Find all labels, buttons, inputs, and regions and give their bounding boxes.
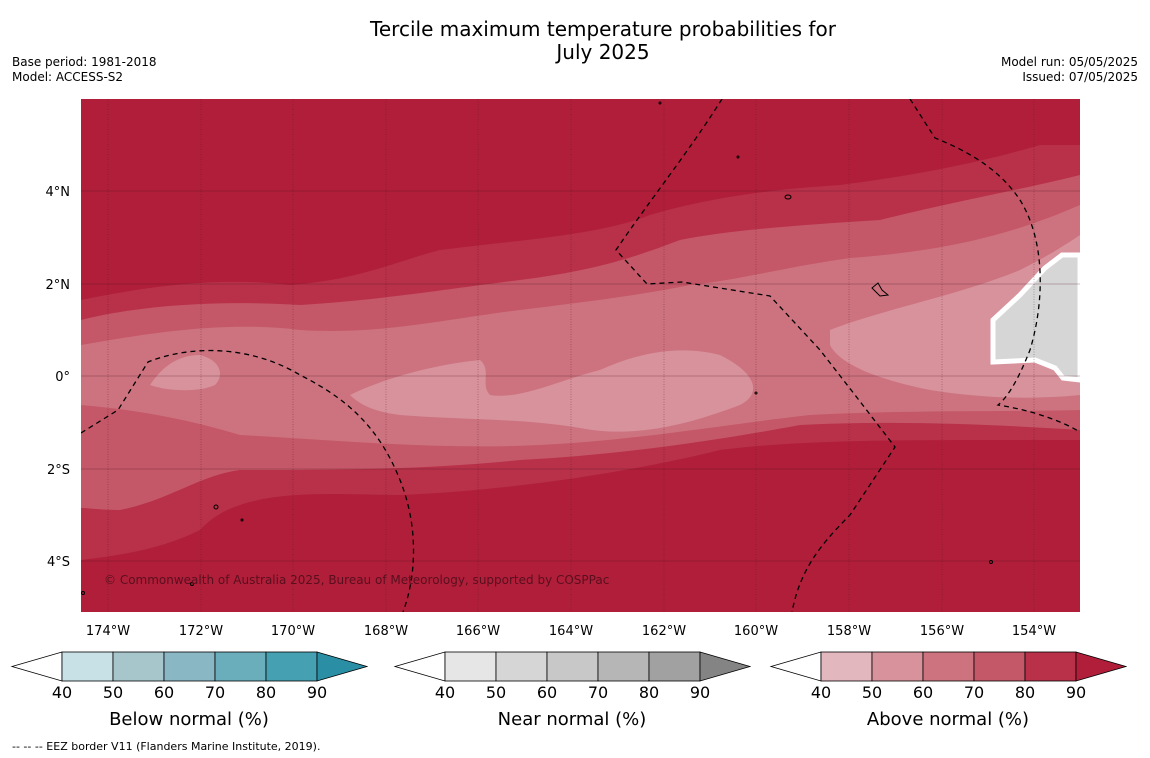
- issued-date: Issued: 07/05/2025: [1022, 70, 1138, 84]
- colorbar-tick-label: 80: [1014, 683, 1036, 702]
- colorbar-tick-label: 60: [536, 683, 558, 702]
- lat-label-4n: 4°N: [46, 185, 71, 200]
- lat-label-4s: 4°S: [47, 555, 70, 570]
- base-period: Base period: 1981-2018: [12, 55, 157, 69]
- colorbar-tick-label: 50: [861, 683, 883, 702]
- colorbar-tick-label: 80: [255, 683, 277, 702]
- colorbar-title: Above normal (%): [866, 709, 1030, 730]
- colorbar-tick-label: 50: [485, 683, 507, 702]
- title-line-2: July 2025: [556, 40, 650, 64]
- colorbar-tick-label: 90: [1065, 683, 1087, 702]
- copyright-text: © Commonwealth of Australia 2025, Bureau…: [104, 573, 609, 587]
- islands: [81, 101, 993, 595]
- colorbar-swatch: [495, 651, 548, 682]
- colorbar-swatch: [265, 651, 318, 682]
- model-name: Model: ACCESS-S2: [12, 70, 124, 84]
- lat-grid: [81, 190, 1080, 562]
- lon-label-160w: 160°W: [734, 624, 778, 639]
- colorbar-extend-high: [316, 651, 368, 682]
- lon-label-168w: 168°W: [364, 624, 408, 639]
- lat-label-0: 0°: [55, 370, 70, 385]
- colorbar-swatch: [1024, 651, 1077, 682]
- colorbar-tick-label: 70: [587, 683, 609, 702]
- meta-right: Model run: 05/05/2025 Issued: 07/05/2025: [1001, 55, 1138, 85]
- colorbar-tick-label: 90: [306, 683, 328, 702]
- colorbar-swatch: [112, 651, 165, 682]
- band-50-center: [350, 350, 754, 432]
- colorbar-below-normal: 40 50 60 70 80 90 Below normal (%): [10, 650, 368, 740]
- colorbar-tick-label: 40: [810, 683, 832, 702]
- lon-label-162w: 162°W: [642, 624, 686, 639]
- colorbar-title: Below normal (%): [109, 709, 269, 730]
- colorbar-tick-label: 40: [434, 683, 456, 702]
- colorbar-extend-high: [1075, 651, 1127, 682]
- lon-label-158w: 158°W: [827, 624, 871, 639]
- colorbar-tick-label: 60: [912, 683, 934, 702]
- colorbar-tick-label: 50: [102, 683, 124, 702]
- colorbar-swatch: [973, 651, 1026, 682]
- title-line-1: Tercile maximum temperature probabilitie…: [370, 17, 836, 41]
- colorbar-swatch: [648, 651, 701, 682]
- colorbar-swatch: [820, 651, 873, 682]
- colorbar-swatches: [393, 651, 751, 682]
- near-normal-patch: [990, 252, 1080, 383]
- colorbar-extend-high: [699, 651, 751, 682]
- colorbar-swatch: [922, 651, 975, 682]
- band-80-south: [81, 440, 1080, 612]
- band-60: [81, 205, 1080, 447]
- colorbar-title: Near normal (%): [497, 709, 647, 730]
- colorbar-swatch: [163, 651, 216, 682]
- colorbar-swatch: [597, 651, 650, 682]
- colorbar-extend-low: [769, 651, 822, 682]
- lon-label-156w: 156°W: [920, 624, 964, 639]
- model-run: Model run: 05/05/2025: [1000, 55, 1138, 69]
- chart-title: Tercile maximum temperature probabilitie…: [0, 18, 1150, 64]
- meta-left: Base period: 1981-2018 Model: ACCESS-S2: [12, 55, 157, 85]
- colorbar-above-normal: 40 50 60 70 80 90 Above normal (%): [769, 650, 1127, 740]
- lon-labels: 174°W 172°W 170°W 168°W 166°W 164°W 162°…: [86, 624, 1056, 639]
- colorbar-tick-label: 90: [689, 683, 711, 702]
- lon-label-170w: 170°W: [271, 624, 315, 639]
- colorbar-tick-label: 70: [204, 683, 226, 702]
- eez-borders: [81, 99, 1080, 612]
- colorbar-tick-label: 80: [638, 683, 660, 702]
- colorbar-extend-low: [393, 651, 446, 682]
- lon-label-172w: 172°W: [179, 624, 223, 639]
- grid-lines: [107, 99, 1035, 612]
- colorbar-tick-label: 60: [153, 683, 175, 702]
- lon-label-154w: 154°W: [1012, 624, 1056, 639]
- colorbar-swatch: [444, 651, 497, 682]
- colorbar-extend-low: [10, 651, 63, 682]
- colorbar-swatch: [214, 651, 267, 682]
- colorbar-near-normal: 40 50 60 70 80 90 Near normal (%): [393, 650, 751, 740]
- lon-label-164w: 164°W: [549, 624, 593, 639]
- colorbar-swatches: [769, 651, 1127, 682]
- colorbar-swatch: [61, 651, 114, 682]
- lat-label-2s: 2°S: [47, 463, 70, 478]
- colorbar-tick-label: 70: [963, 683, 985, 702]
- colorbar-swatch: [871, 651, 924, 682]
- colorbar-swatch: [546, 651, 599, 682]
- lat-label-2n: 2°N: [46, 278, 71, 293]
- colorbar-tick-label: 40: [51, 683, 73, 702]
- lat-labels: 4°N 2°N 0° 2°S 4°S: [46, 185, 71, 570]
- band-50-west: [150, 355, 220, 391]
- eez-footnote: -- -- -- EEZ border V11 (Flanders Marine…: [12, 740, 321, 753]
- colorbar-swatches: [10, 651, 368, 682]
- lon-label-166w: 166°W: [456, 624, 500, 639]
- lon-label-174w: 174°W: [86, 624, 130, 639]
